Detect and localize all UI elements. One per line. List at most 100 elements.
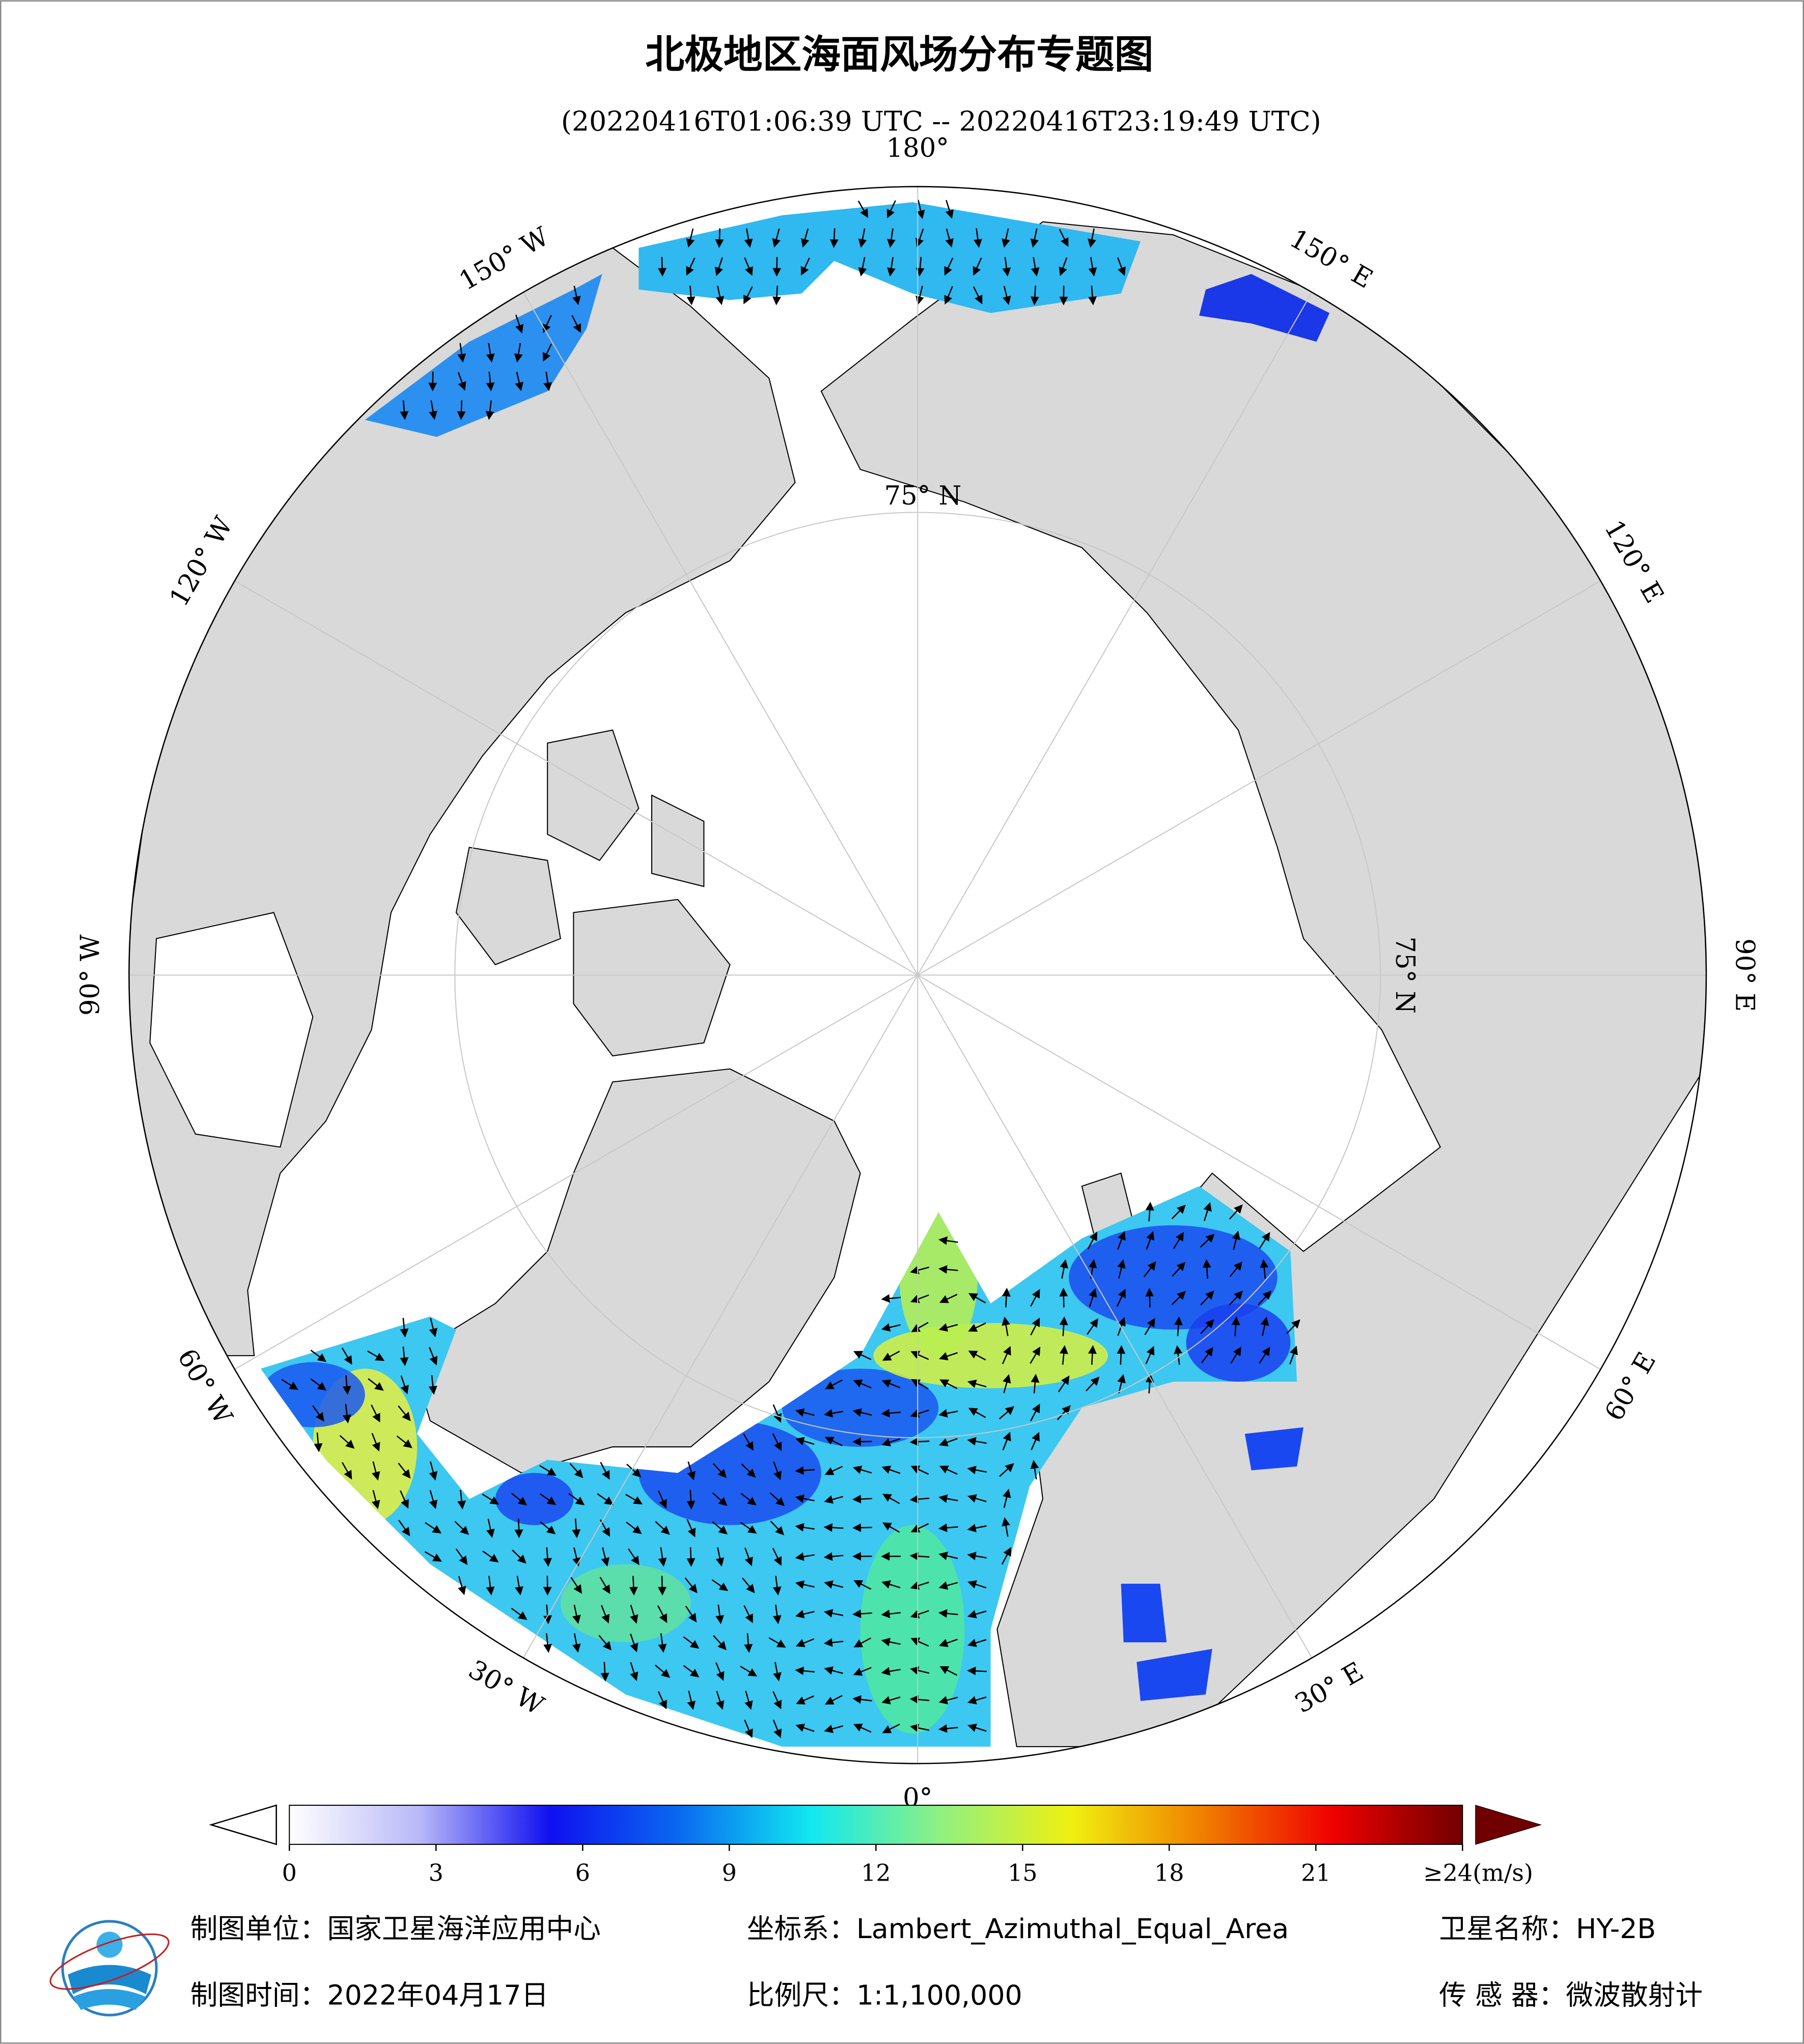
wind-arrow [686,1547,696,1567]
wind-arrow [1259,1232,1270,1249]
wind-arrow [795,1552,815,1561]
wind-arrow [795,1466,815,1475]
wind-arrow [852,1408,872,1417]
wind-arrow [684,1577,698,1593]
wind-arrow [772,1691,782,1710]
wind-arrow [770,1520,785,1535]
wind-arrow [686,1519,696,1537]
wind-arrow [938,1551,958,1560]
wind-arrow [795,1437,815,1445]
footer-org: 制图单位：国家卫星海洋应用中心 [190,1913,601,1945]
wind-arrow [514,1518,523,1538]
wind-arrow [715,1547,725,1567]
wind-arrow [824,1495,843,1504]
wind-arrow [881,1580,901,1589]
wind-arrow [657,1605,668,1623]
meridian [522,292,919,975]
wind-arrow [486,1518,495,1538]
wind-arrow [857,200,869,218]
wind-arrow [540,1521,556,1534]
wind-arrow [626,1464,642,1478]
wind-arrow [342,1404,351,1424]
wind-arrow [396,1435,412,1448]
wind-arrow [772,1576,782,1596]
latitude-label: 75° N [1390,936,1420,1014]
wind-arrow [968,1293,986,1304]
wind-arrow [486,343,495,363]
wind-arrow [998,1406,1015,1420]
wind-arrow [485,400,494,420]
wind-arrow [999,1463,1014,1477]
wind-arrow [1088,1345,1097,1365]
swath [1199,274,1330,342]
wind-arrow [1059,1287,1068,1308]
wind-arrow [543,1576,552,1596]
wind-arrow [686,257,696,276]
wind-arrow [744,1691,753,1710]
wind-arrow [795,1523,815,1532]
wind-arrow [457,400,466,421]
wind-arrow [655,1664,671,1678]
wind-arrow [1059,1316,1068,1336]
wind-arrow [852,1523,872,1532]
wind-arrow [714,257,723,276]
wind-arrow [1200,1319,1214,1334]
wind-arrow [1144,1318,1155,1335]
wind-arrow [1260,1259,1269,1279]
wind-arrow [824,1666,844,1675]
wind-arrow [1116,1289,1126,1307]
wind-arrow [910,1581,929,1590]
wind-arrow [1089,1288,1097,1307]
wind-arrow [1002,286,1011,305]
wind-arrow [967,1580,987,1589]
wind-arrow [773,1662,782,1682]
wind-arrow [824,1466,843,1475]
wind-arrow [1057,1405,1071,1420]
wind-arrow [824,1580,844,1589]
meridian [234,974,918,1370]
wind-arrow [1002,1517,1010,1537]
wind-arrow [944,286,953,305]
wind-arrow [967,1552,987,1560]
wind-arrow [1002,1346,1011,1364]
wind-arrow [881,1409,901,1418]
wind-arrow [1031,1432,1040,1450]
wind-arrow [973,257,982,276]
wind-arrow [425,1522,442,1534]
wind-arrow [967,1696,987,1704]
wind-arrow [772,257,782,277]
wind-arrow [974,228,982,248]
wind-arrow [655,1521,670,1535]
wind-arrow [281,1379,298,1390]
wind-arrow [1146,1231,1155,1250]
swath [1121,1427,1303,1701]
wind-arrow [823,1552,844,1561]
wind-patch [860,1525,965,1734]
wind-arrow [482,1550,499,1563]
wind-arrow [740,1493,757,1506]
wind-patch [495,1473,574,1525]
wind-arrow [939,1638,958,1647]
colorbar-tick-label: 21 [1301,1859,1331,1887]
wind-arrow [424,1551,442,1562]
wind-arrow [795,1723,815,1732]
wind-arrow [881,1323,901,1332]
wind-arrow [944,257,954,276]
wind-arrow [514,343,523,363]
wind-arrow [372,1461,380,1481]
wind-arrow [1002,1287,1011,1308]
wind-arrow [772,1604,782,1625]
wind-patch [1069,1225,1278,1330]
wind-arrow [1086,1376,1100,1392]
wind-arrow [1171,1205,1186,1219]
wind-arrow [967,1494,987,1503]
wind-arrow [938,1323,958,1332]
wind-arrow [568,1493,585,1505]
wind-arrow [853,1723,872,1733]
wind-arrow [916,200,925,219]
wind-arrow [881,1465,901,1474]
wind-arrow [1117,257,1126,276]
wind-arrow [1058,1375,1070,1392]
wind-arrow [1002,1489,1011,1508]
